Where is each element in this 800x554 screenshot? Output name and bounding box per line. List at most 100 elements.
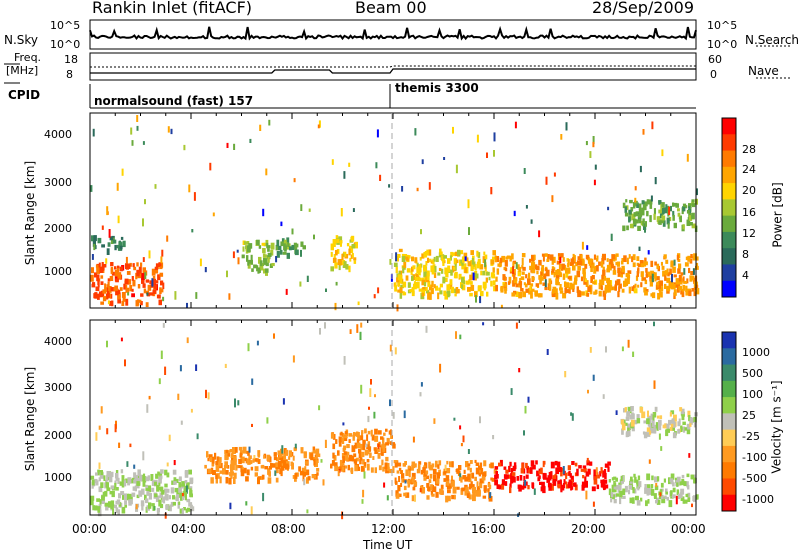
heatmap-sparse-cell: [226, 270, 228, 278]
heatmap-cell: [366, 444, 370, 450]
heatmap-cell: [250, 254, 253, 261]
heatmap-cell: [333, 462, 338, 467]
heatmap-cell: [362, 459, 365, 465]
heatmap-cell: [348, 454, 353, 462]
heatmap-cell: [106, 471, 110, 478]
heatmap-cell: [422, 467, 426, 474]
heatmap-cell: [122, 493, 125, 500]
heatmap-cell: [366, 463, 370, 471]
heatmap-cell: [468, 474, 472, 479]
heatmap-cell: [672, 482, 675, 487]
heatmap-cell: [504, 260, 508, 267]
heatmap-cell: [280, 465, 284, 471]
heatmap-cell: [420, 469, 424, 475]
heatmap-cell: [656, 415, 660, 419]
heatmap-cell: [565, 267, 568, 274]
heatmap-cell: [505, 474, 509, 479]
heatmap-cell: [414, 463, 417, 468]
heatmap-cell: [474, 291, 478, 297]
heatmap-cell: [600, 467, 603, 474]
heatmap-cell: [653, 429, 657, 434]
heatmap-cell: [646, 484, 651, 491]
heatmap-sparse-cell: [190, 408, 193, 413]
xaxis-label: Time UT: [363, 538, 413, 552]
heatmap-cell: [636, 500, 641, 506]
heatmap-cell: [565, 472, 568, 480]
heatmap-cell: [92, 240, 96, 247]
heatmap-sparse-cell: [320, 459, 323, 463]
heatmap-cell: [570, 475, 574, 483]
heatmap-cell: [90, 495, 95, 501]
heatmap-sparse-cell: [207, 392, 210, 400]
colorbar-swatch: [722, 397, 736, 414]
heatmap-cell: [301, 467, 305, 473]
heatmap-cell: [425, 287, 428, 292]
heatmap-cell: [101, 495, 105, 501]
heatmap-cell: [427, 280, 431, 287]
heatmap-cell: [336, 249, 340, 254]
heatmap-cell: [107, 278, 111, 282]
heatmap-cell: [179, 491, 183, 498]
heatmap-cell: [354, 445, 357, 449]
heatmap-cell: [159, 287, 162, 295]
heatmap-cell: [475, 467, 480, 475]
heatmap-sparse-cell: [444, 464, 447, 472]
heatmap-cell: [95, 264, 99, 268]
heatmap-cell: [687, 484, 690, 490]
heatmap-cell: [423, 252, 427, 258]
heatmap-sparse-cell: [318, 405, 321, 411]
heatmap-sparse-cell: [331, 159, 334, 165]
heatmap-sparse-cell: [273, 333, 275, 339]
heatmap-cell: [118, 493, 121, 499]
heatmap-cell: [310, 453, 313, 460]
heatmap-cell: [690, 474, 694, 480]
heatmap-cell: [276, 469, 279, 474]
heatmap-cell: [337, 450, 340, 456]
heatmap-cell: [644, 201, 648, 207]
heatmap-cell: [582, 272, 586, 279]
heatmap-cell: [494, 255, 497, 263]
heatmap-sparse-cell: [571, 413, 574, 421]
heatmap-cell: [374, 428, 378, 435]
heatmap-sparse-cell: [186, 302, 188, 308]
heatmap-cell: [418, 288, 422, 292]
heatmap-cell: [535, 283, 539, 287]
heatmap-cell: [145, 498, 149, 504]
heatmap-cell: [271, 263, 275, 267]
heatmap-cell: [467, 463, 471, 467]
heatmap-cell: [412, 288, 415, 294]
heatmap-cell: [90, 274, 94, 282]
heatmap-cell: [494, 479, 498, 486]
heatmap-cell: [446, 460, 449, 465]
heatmap-cell: [496, 256, 500, 263]
heatmap-cell: [168, 495, 171, 500]
heatmap-cell: [467, 466, 470, 471]
heatmap-cell: [607, 461, 611, 466]
heatmap-cell: [661, 496, 666, 504]
heatmap-cell: [412, 265, 416, 270]
heatmap-cell: [385, 428, 388, 432]
heatmap-cell: [165, 504, 169, 510]
heatmap-cell: [456, 251, 461, 256]
heatmap-cell: [555, 274, 560, 280]
heatmap-cell: [112, 508, 115, 515]
heatmap-cell: [693, 495, 696, 502]
heatmap-cell: [400, 482, 403, 487]
heatmap-cell: [655, 276, 660, 281]
heatmap-cell: [413, 481, 418, 486]
heatmap-sparse-cell: [363, 471, 366, 479]
heatmap-sparse-cell: [587, 389, 589, 394]
heatmap-cell: [131, 293, 135, 298]
heatmap-sparse-cell: [475, 295, 477, 303]
heatmap-sparse-cell: [164, 512, 167, 519]
heatmap-cell: [465, 280, 469, 285]
heatmap-cell: [636, 262, 639, 266]
heatmap-cell: [124, 284, 128, 290]
heatmap-cell: [371, 434, 375, 441]
heatmap-cell: [547, 475, 550, 480]
heatmap-cell: [392, 443, 396, 449]
heatmap-cell: [342, 456, 345, 463]
nave-tick-top: 60: [708, 53, 722, 66]
heatmap-cell: [664, 274, 667, 281]
vel-cbar-tick-500: 500: [742, 367, 763, 380]
